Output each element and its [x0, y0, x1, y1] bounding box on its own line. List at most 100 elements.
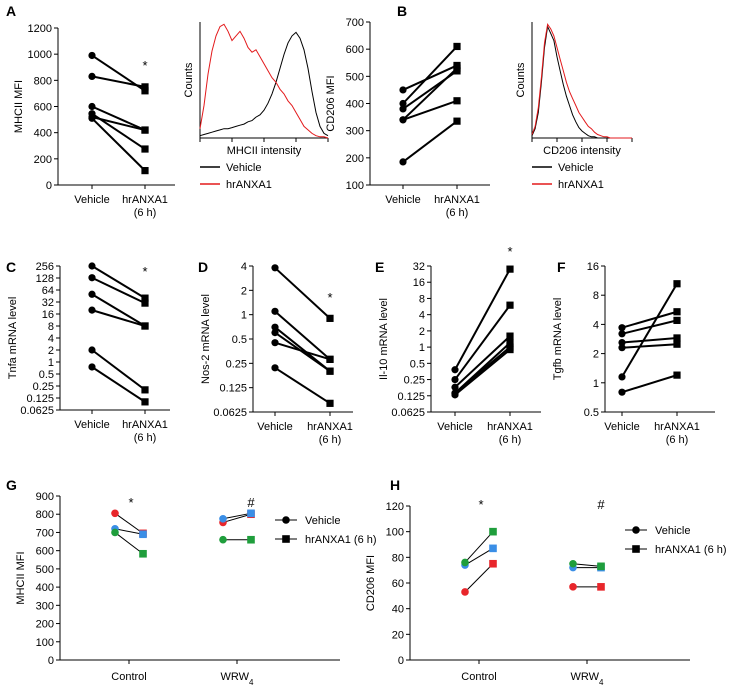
panel-b-pair-line	[402, 120, 458, 163]
panel-f-hranxa1-point	[673, 308, 681, 316]
panel-a-hist-y-axis-title: Counts	[183, 62, 195, 97]
panel-f-x-label-duration: (6 h)	[666, 434, 689, 446]
panel-h-legend-label: Vehicle	[655, 525, 690, 537]
panel-g-y-tick-label: 500	[36, 564, 54, 576]
panel-g-x-label-wrw-sub: 4	[249, 678, 254, 687]
panel-c-y-tick-label: 4	[48, 333, 54, 345]
panel-h-y-tick-label: 0	[398, 655, 404, 667]
panel-f-pair-line	[621, 336, 678, 344]
panel-h-pair-line	[464, 563, 494, 593]
panel-h-pair-line	[572, 563, 602, 567]
panel-h-vehicle-point-green	[569, 559, 577, 568]
panel-e-y-tick-label: 16	[413, 277, 425, 289]
panel-e-x-label-vehicle: Vehicle	[437, 421, 472, 433]
panel-a-pair-line	[91, 105, 146, 131]
panel-e-letter: E	[375, 259, 384, 275]
panel-a-pair-line	[91, 117, 146, 172]
panel-f-y-axis-title: Tgfb mRNA level	[552, 298, 564, 381]
panel-e-hranxa1-point	[506, 339, 514, 347]
panel-c-pair-line	[91, 265, 146, 299]
panel-f-hranxa1-point	[673, 316, 681, 324]
panel-g-pair-line	[114, 512, 144, 534]
panel-c-pair-line	[91, 293, 146, 327]
panel-e-x-label-duration: (6 h)	[499, 434, 522, 446]
panel-b-y-tick-label: 400	[346, 99, 364, 111]
panel-d-x-label-vehicle: Vehicle	[257, 421, 292, 433]
panel-f-pair-line	[621, 283, 678, 378]
panel-c-vehicle-point	[88, 290, 96, 298]
panel-h-vehicle-point-green	[461, 558, 469, 567]
panel-f-vehicle-point	[618, 338, 626, 347]
panel-b-x-label-hranxa1: hrANXA1	[434, 194, 480, 206]
panel-g-vehicle-point-green	[111, 528, 119, 537]
panel-a-vehicle-point	[88, 114, 96, 122]
panel-f-hranxa1-point	[673, 340, 681, 348]
panel-h-y-tick-label: 120	[386, 501, 404, 513]
panel-d-pair-line	[274, 341, 331, 361]
panel-a-hist-curve-hranxa1	[199, 23, 329, 139]
panel-b-x-label-duration: (6 h)	[446, 207, 469, 219]
panel-c-pair-line	[91, 309, 146, 327]
panel-b-x-label-vehicle: Vehicle	[385, 194, 420, 206]
panel-h-y-axis-title: CD206 MFI	[365, 555, 377, 611]
panel-f-hranxa1-point	[673, 371, 681, 379]
panel-h-pair-line	[464, 531, 494, 563]
panel-e-x-label-hranxa1: hrANXA1	[487, 421, 533, 433]
panel-g-y-tick-label: 100	[36, 637, 54, 649]
panel-b-y-tick-label: 700	[346, 17, 364, 29]
panel-c-vehicle-point	[88, 274, 96, 282]
panel-h-significance-wrw: #	[597, 497, 605, 512]
panel-f-vehicle-point	[618, 344, 626, 352]
panel-b-pair-line	[402, 45, 458, 105]
panel-c-x-label-duration: (6 h)	[134, 432, 157, 444]
panel-h-pair-line	[464, 547, 494, 566]
panel-d-x-label-duration: (6 h)	[319, 434, 342, 446]
panel-e-y-tick-label: 2	[419, 326, 425, 338]
panel-c-pair-line	[91, 349, 146, 391]
panel-d-y-tick-label: 4	[241, 261, 247, 273]
panel-f-x-label-hranxa1: hrANXA1	[654, 421, 700, 433]
panel-a-hist-legend-label: hrANXA1	[226, 179, 272, 191]
panel-f-vehicle-point	[618, 330, 626, 338]
panel-g-y-tick-label: 300	[36, 600, 54, 612]
panel-d-pair-line	[274, 267, 331, 320]
panel-f-y-tick-label: 0.5	[584, 407, 599, 419]
panel-e-y-tick-label: 0.0625	[391, 407, 425, 419]
panel-f-pair-line	[621, 343, 678, 349]
panel-a-significance: *	[142, 58, 147, 73]
panel-a-hranxa1-point	[141, 83, 149, 91]
panel-b-hranxa1-point	[453, 64, 461, 72]
panel-h-significance-control: *	[478, 497, 483, 512]
panel-b-hist-legend-label: Vehicle	[558, 162, 593, 174]
panel-c-y-tick-label: 1	[48, 357, 54, 369]
panel-f-letter: F	[557, 259, 566, 275]
panel-d-vehicle-point	[271, 307, 279, 315]
panel-e-y-tick-label: 0.125	[397, 391, 425, 403]
panel-c-y-tick-label: 0.5	[39, 369, 54, 381]
panel-g-x-label-wrw: WRW4	[221, 671, 255, 687]
panel-h-legend-marker-vehicle	[632, 526, 640, 534]
panel-c-significance: *	[142, 264, 147, 279]
panel-b-pair-line	[402, 64, 458, 91]
panel-h-x-label-wrw-base: WRW	[571, 671, 600, 683]
panel-h-vehicle-point-red	[461, 588, 469, 596]
panel-f-vehicle-point	[618, 373, 626, 381]
panel-d-pair-line	[274, 310, 331, 361]
panel-b-hist-x-axis-title: CD206 intensity	[543, 145, 621, 157]
panel-d-significance: *	[327, 290, 332, 305]
panel-c-hranxa1-point	[141, 398, 149, 406]
panel-e-y-tick-label: 0.25	[404, 375, 425, 387]
panel-h-letter: H	[390, 477, 400, 493]
panel-c-x-label-vehicle: Vehicle	[74, 419, 109, 431]
panel-b-hranxa1-point	[453, 117, 461, 125]
panel-h-x-label-wrw: WRW4	[571, 671, 605, 687]
panel-d-y-tick-label: 1	[241, 310, 247, 322]
panel-a-y-tick-label: 1000	[28, 49, 52, 61]
panel-e-y-tick-label: 32	[413, 261, 425, 273]
panel-c-y-tick-label: 2	[48, 345, 54, 357]
panel-b-y-tick-label: 200	[346, 153, 364, 165]
panel-c-vehicle-point	[88, 363, 96, 371]
panel-h-x-label-wrw-sub: 4	[599, 678, 604, 687]
panel-g-hranxa1-point-green	[139, 549, 147, 558]
panel-a-vehicle-point	[88, 102, 96, 111]
